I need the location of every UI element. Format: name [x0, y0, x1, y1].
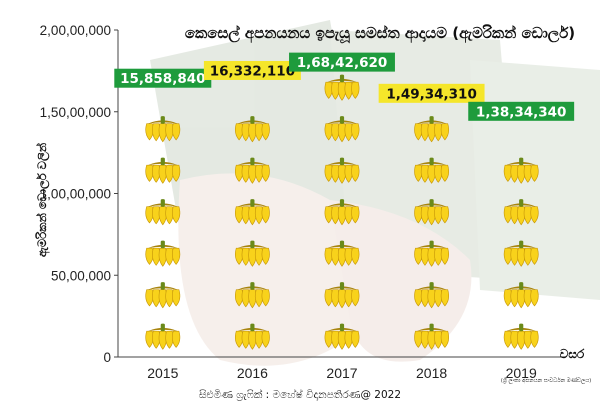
x-axis-ticks: 2015 2016 2017 2018 2019 [147, 365, 537, 381]
banana-bunch-icon [503, 240, 539, 267]
x-tick-label: 2015 [147, 365, 178, 381]
banana-bunch-icon [324, 157, 360, 184]
banana-bunch-icon [234, 282, 270, 309]
x-tick-label: 2016 [237, 365, 268, 381]
banana-bunch-icon [324, 323, 360, 350]
banana-bunch-icon [414, 240, 450, 267]
y-tick-label: 50,00,000 [51, 268, 111, 283]
y-tick-label: 1,50,00,000 [40, 105, 111, 120]
x-tick-label: 2019 [506, 365, 537, 381]
banana-bunch-icon [414, 323, 450, 350]
banana-bunch-icon [145, 282, 181, 309]
banana-bunch-icon [234, 323, 270, 350]
banana-bunch-icon [414, 199, 450, 226]
y-tick-label: 0 [103, 350, 111, 365]
data-source: (ශ්‍රී ලංකා අපනයන සංවර්ධන මණ්ඩලය) [501, 377, 592, 384]
banana-bunch-icon [145, 157, 181, 184]
data-label: 1,38,34,340 [476, 104, 567, 120]
x-tick-label: 2017 [326, 365, 357, 381]
graphic-credit: සිළුමිණ ග්‍රැෆික් : මහේෂ් විදානපතිරණ@ 20… [198, 387, 401, 401]
banana-bunch-icon [324, 240, 360, 267]
y-tick-label: 2,00,00,000 [40, 23, 111, 38]
banana-bunch-icon [234, 157, 270, 184]
banana-bunch-icon [234, 240, 270, 267]
banana-bunch-icon [324, 199, 360, 226]
data-label: 1,49,34,310 [386, 86, 477, 102]
banana-bunch-icon [145, 323, 181, 350]
banana-bunch-icon [503, 323, 539, 350]
banana-bunch-icon [324, 74, 360, 101]
bar [145, 116, 181, 350]
banana-bunch-icon [503, 199, 539, 226]
banana-bunch-icon [145, 240, 181, 267]
y-axis-title: ඇමරිකන් ඩොලර් වලින් [34, 142, 51, 257]
y-tick-label: 1,00,00,000 [40, 187, 111, 202]
banana-bunch-icon [234, 199, 270, 226]
banana-bunch-icon [234, 116, 270, 143]
bar [414, 116, 450, 350]
banana-bunch-icon [324, 282, 360, 309]
banana-bunch-icon [414, 116, 450, 143]
x-tick-label: 2018 [416, 365, 447, 381]
data-label-box [378, 83, 485, 103]
banana-bunch-icon [324, 116, 360, 143]
bar [324, 74, 360, 350]
banana-bunch-icon [145, 199, 181, 226]
banana-bunch-icon [503, 282, 539, 309]
data-label-box [114, 68, 212, 88]
banana-bunch-icon [414, 282, 450, 309]
data-label: 1,68,42,620 [297, 55, 388, 71]
data-label-box [468, 101, 575, 121]
banana-bunch-icon [503, 157, 539, 184]
bar-series [145, 74, 539, 350]
chart-title: කෙසෙල් අපනයනය ඉපැයූ සමස්ත ආදායම (ඇමරිකන්… [185, 24, 575, 44]
bar [503, 157, 539, 350]
data-label-box [203, 60, 301, 80]
banana-bunch-icon [145, 116, 181, 143]
x-axis-title: වසර [560, 347, 585, 361]
data-label: 15,858,840 [120, 71, 205, 87]
data-label: 16,332,110 [210, 63, 295, 79]
bar [234, 116, 270, 350]
data-label-box [289, 52, 395, 72]
y-axis-ticks: 0 50,00,000 1,00,00,000 1,50,00,000 2,00,00,… [40, 23, 118, 365]
banana-bunch-icon [414, 157, 450, 184]
